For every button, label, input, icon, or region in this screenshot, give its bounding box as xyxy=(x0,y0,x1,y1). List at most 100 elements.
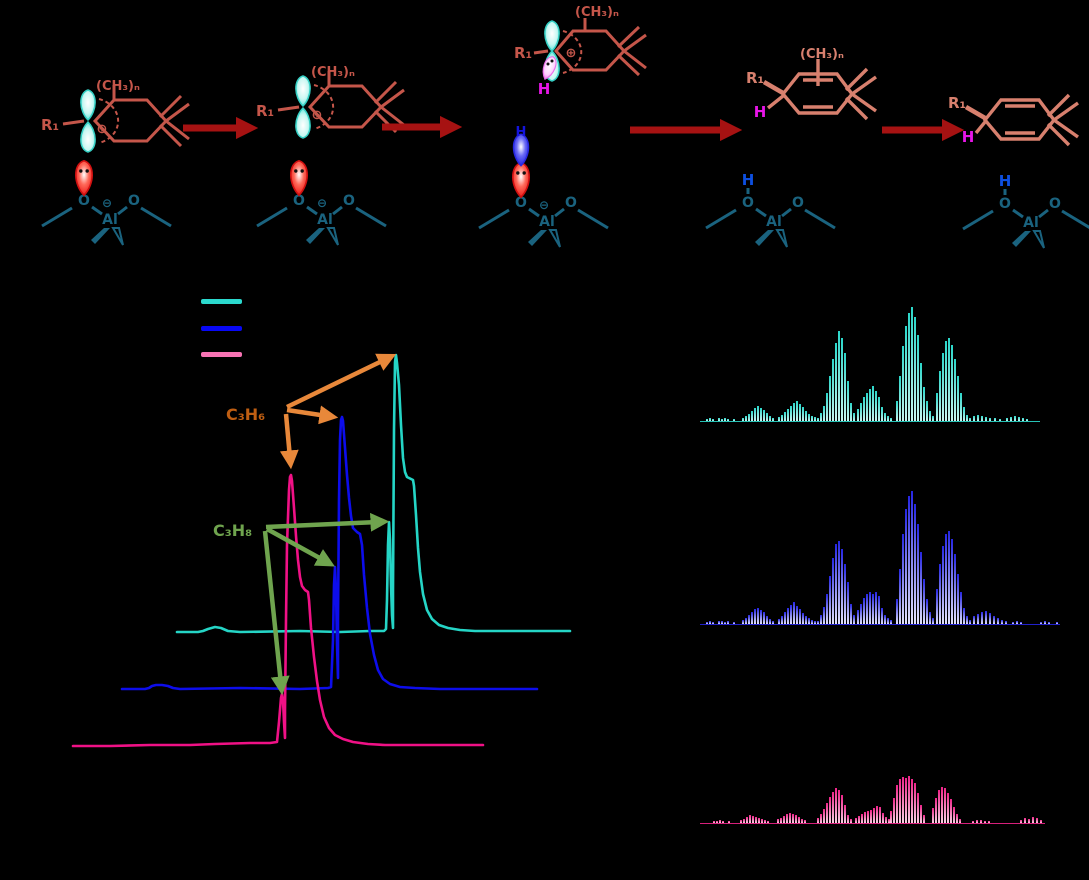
spectrum-bar xyxy=(1010,417,1013,421)
spectrum-bar xyxy=(899,376,902,421)
spectrum-bar xyxy=(1044,621,1047,624)
new-h-label: H xyxy=(962,128,975,146)
spectrum-bar xyxy=(872,386,875,421)
spectrum-bar xyxy=(835,343,838,421)
r1-label: R₁ xyxy=(948,94,966,112)
chromatogram-trace-cyan xyxy=(175,353,572,634)
spectrum-bar xyxy=(923,387,926,421)
spectrum-bar xyxy=(799,404,802,421)
stage4-hydroxyl: H xyxy=(742,171,754,194)
new-h-label: H xyxy=(754,103,767,121)
spectrum-bar xyxy=(798,817,801,823)
spectrum-bar xyxy=(751,612,754,624)
spectrum-bar xyxy=(914,783,917,823)
spectrum-bar xyxy=(784,412,787,421)
spectrum-bar xyxy=(814,417,817,421)
c3h6-pointer-arrow-1 xyxy=(286,353,397,410)
spectrum-bar xyxy=(799,609,802,624)
bond-line xyxy=(546,62,550,66)
spectrum-bar xyxy=(988,821,991,823)
spectrum-bar xyxy=(769,416,772,421)
spectrum-bar xyxy=(936,589,939,624)
spectrum-bar xyxy=(746,817,749,823)
spectrum-bar xyxy=(841,338,844,421)
spectrum-bar xyxy=(981,416,984,421)
spectrum-bar xyxy=(902,777,905,823)
spectrum-bar xyxy=(745,618,748,624)
spectrum-bar xyxy=(923,579,926,624)
spectrum-bar xyxy=(796,401,799,421)
spectrum-bar xyxy=(1020,622,1023,624)
r1-label: R₁ xyxy=(514,44,532,62)
spectrum-bar xyxy=(713,821,716,823)
spectrum-bar xyxy=(926,599,929,624)
spectrum-bar xyxy=(755,817,758,823)
c3h8-pointer-arrow-2 xyxy=(265,527,335,567)
spectrum-bar xyxy=(876,806,879,823)
spectrum-bar xyxy=(972,821,975,823)
c3h6-pointer-arrow-2 xyxy=(286,405,339,425)
spectrum-bar xyxy=(879,807,882,823)
spectrum-bar xyxy=(838,541,841,624)
spectrum-bar xyxy=(997,618,1000,624)
stage5-diene: R₁ H xyxy=(948,93,1079,147)
spectrum-bar xyxy=(783,816,786,823)
spectrum-bar xyxy=(890,418,893,421)
bond-line xyxy=(1053,118,1079,139)
spectrum-bar xyxy=(976,820,979,823)
spectrum-bar xyxy=(838,790,841,823)
spectrum-bar xyxy=(872,594,875,624)
spectrum-bar xyxy=(781,616,784,624)
spectrum-bar xyxy=(999,419,1002,421)
spectrum-bar xyxy=(733,622,736,624)
spectrum-bar xyxy=(881,608,884,624)
bond-line xyxy=(616,53,641,77)
spectrum-bar xyxy=(829,576,832,624)
ch3n-label: (CH₃)ₙ xyxy=(575,5,619,20)
spectrum-bar xyxy=(835,788,838,823)
spectrum-bar xyxy=(884,413,887,421)
spectrum-bar xyxy=(1024,818,1027,823)
bond-line xyxy=(1053,101,1079,122)
spectrum-bar xyxy=(878,596,881,624)
spectrum-bar xyxy=(777,819,780,823)
spectrum-bar xyxy=(899,779,902,823)
spectrum-bar xyxy=(908,496,911,624)
spectrum-bar xyxy=(957,376,960,421)
spectrum-bar xyxy=(881,407,884,421)
spectrum-bar xyxy=(766,413,769,421)
spectrum-bar xyxy=(875,592,878,624)
spectrum-bar xyxy=(790,605,793,624)
spectrum-baseline-magenta xyxy=(700,822,1045,824)
spectrum-bar xyxy=(721,621,724,624)
spectrum-bar xyxy=(917,524,920,624)
spectrum-bar xyxy=(957,574,960,624)
spectrum-bar xyxy=(875,391,878,421)
stage5-hydroxyl: H xyxy=(999,172,1011,195)
spectrum-bar xyxy=(917,793,920,823)
spectrum-bar xyxy=(1028,819,1031,823)
spectrum-bar xyxy=(887,416,890,421)
spectrum-bar xyxy=(790,406,793,421)
chromatogram-trace-blue xyxy=(120,415,539,691)
spectrum-bar xyxy=(942,546,945,624)
legend-swatch-magenta xyxy=(201,352,242,357)
spectrum-bar xyxy=(752,816,755,823)
spectrum-bar xyxy=(838,331,841,421)
plus-charge-symbol: ⊕ xyxy=(566,46,577,61)
spectrum-bar xyxy=(805,411,808,421)
spectrum-bar xyxy=(861,814,864,823)
minus-charge-symbol: ⊖ xyxy=(102,196,112,210)
spectrum-bar xyxy=(780,818,783,823)
spectrum-bar xyxy=(960,592,963,624)
spectrum-bar xyxy=(951,345,954,421)
spectrum-bar xyxy=(1020,820,1023,823)
spectrum-bar xyxy=(1026,419,1029,421)
spectrum-bar xyxy=(811,620,814,624)
minus-charge-symbol: ⊖ xyxy=(539,198,549,212)
stage4-diene: R₁ H (CH₃)ₙ xyxy=(746,47,877,121)
migrating-h-label: H xyxy=(538,80,551,98)
bond-line xyxy=(851,75,877,96)
spectrum-bar xyxy=(1056,622,1059,624)
spectrum-bar xyxy=(749,815,752,823)
